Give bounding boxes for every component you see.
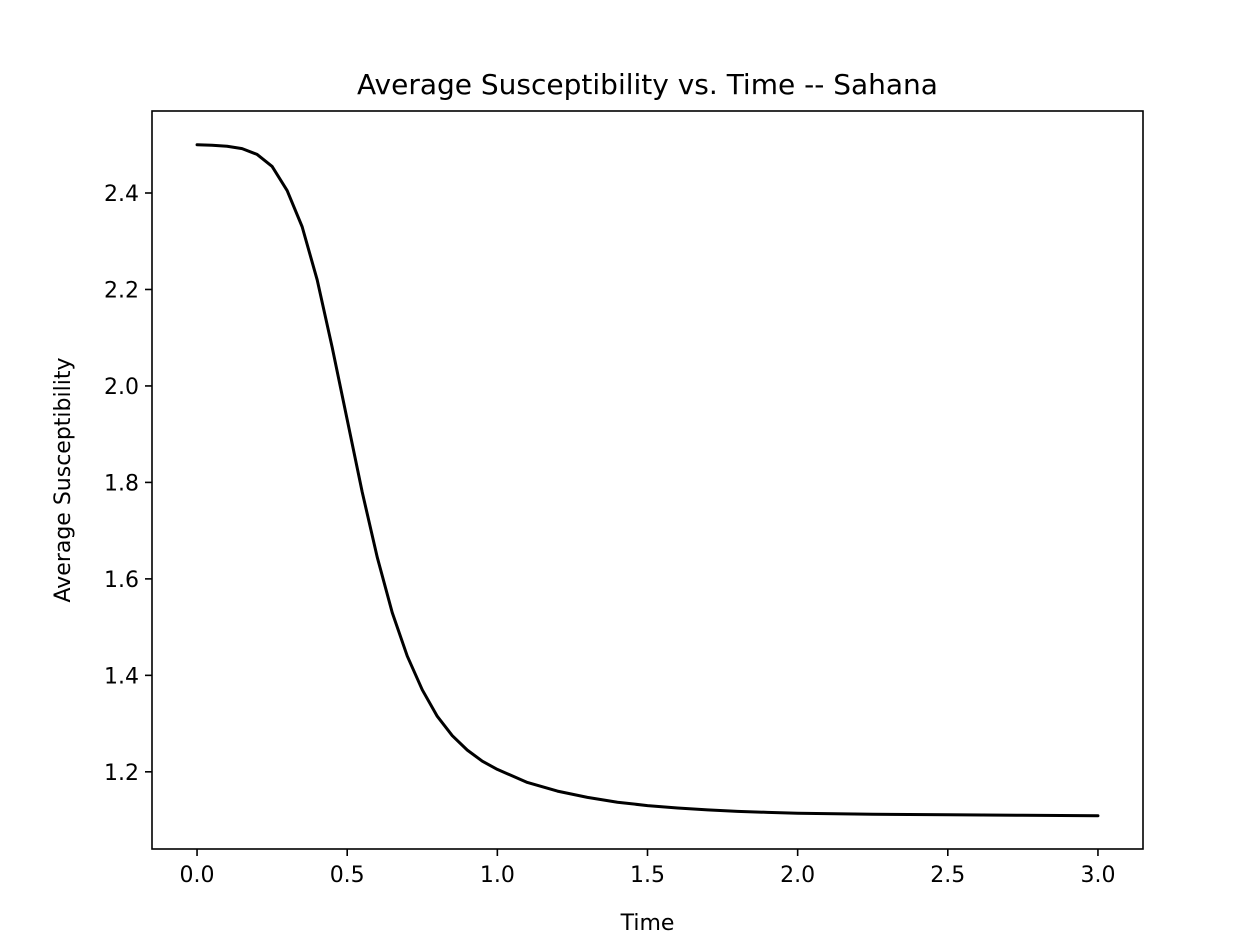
plot-area: 0.0 0.5 1.0 1.5 2.0 2.5 3.0 1.2 1.4 1.6 1.8 2.0 2.2 2…	[104, 110, 1144, 888]
y-tick-label: 2.2	[104, 278, 139, 303]
x-tick-label: 3.0	[1080, 863, 1115, 888]
series-line-0	[195, 143, 1100, 818]
y-tick-label: 1.4	[104, 664, 139, 689]
y-tick-label: 1.8	[104, 471, 139, 496]
x-tick-label: 2.0	[780, 863, 815, 888]
x-tick-label: 1.5	[630, 863, 665, 888]
x-tick-label: 0.0	[180, 863, 215, 888]
chart-title: Average Susceptibility vs. Time -- Sahan…	[357, 68, 938, 101]
y-tick-label: 1.6	[104, 568, 139, 593]
y-tick-label: 2.0	[104, 375, 139, 400]
x-tick-label: 2.5	[930, 863, 965, 888]
x-axis-label: Time	[620, 911, 675, 936]
y-tick-label: 2.4	[104, 182, 139, 207]
y-tick-label: 1.2	[104, 761, 139, 786]
y-axis-label: Average Susceptibility	[51, 358, 76, 603]
x-tick-label: 0.5	[330, 863, 365, 888]
x-tick-label: 1.0	[480, 863, 515, 888]
